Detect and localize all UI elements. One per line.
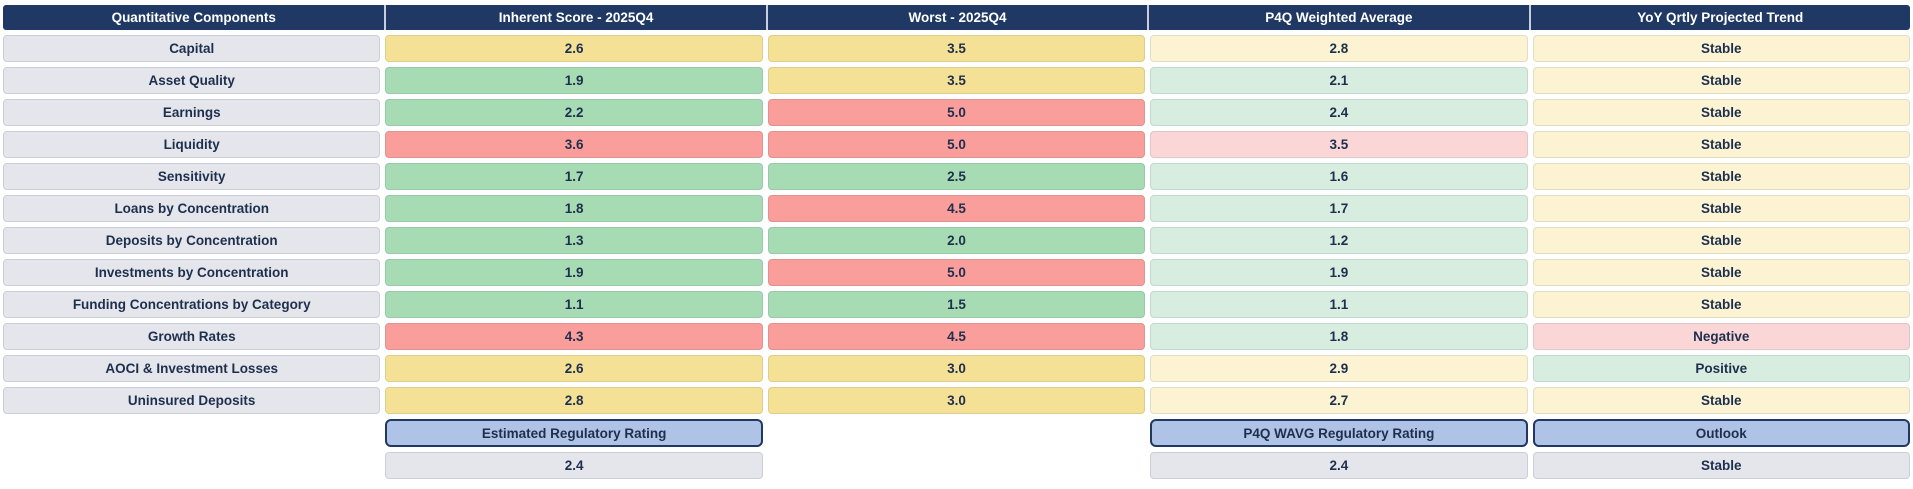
worst-score-cell: 5.0 [767, 259, 1146, 286]
trend-cell: Stable [1532, 163, 1910, 190]
component-label: Earnings [3, 99, 381, 126]
worst-score-cell: 3.5 [767, 35, 1146, 62]
inherent-score-cell: 2.6 [385, 355, 763, 382]
p4q-weighted-average-cell: 2.4 [1150, 99, 1528, 126]
component-label: Sensitivity [3, 163, 381, 190]
trend-cell: Stable [1532, 35, 1910, 62]
worst-score-cell: 5.0 [767, 131, 1146, 158]
inherent-score-cell: 1.7 [385, 163, 763, 190]
worst-score-cell: 2.5 [767, 163, 1146, 190]
worst-score-cell: 1.5 [767, 291, 1146, 318]
p4q-weighted-average-cell: 1.6 [1150, 163, 1528, 190]
component-label: Liquidity [3, 131, 381, 158]
p4q-weighted-average-cell: 3.5 [1150, 131, 1528, 158]
inherent-score-cell: 1.8 [385, 195, 763, 222]
component-label: Deposits by Concentration [3, 227, 381, 254]
trend-cell: Negative [1532, 323, 1910, 350]
p4q-weighted-average-cell: 1.7 [1150, 195, 1528, 222]
worst-score-cell: 3.0 [767, 387, 1146, 414]
estimated-regulatory-rating-button[interactable]: Estimated Regulatory Rating [385, 419, 763, 447]
worst-score-cell: 4.5 [767, 323, 1146, 350]
p4q-weighted-average-cell: 1.1 [1150, 291, 1528, 318]
p4q-weighted-average-cell: 1.2 [1150, 227, 1528, 254]
component-label: Asset Quality [3, 67, 381, 94]
p4q-weighted-average-cell: 2.7 [1150, 387, 1528, 414]
estimated-regulatory-rating-value: 2.4 [385, 452, 763, 479]
column-header: YoY Qrtly Projected Trend [1528, 5, 1910, 30]
component-label: Uninsured Deposits [3, 387, 381, 414]
worst-score-cell: 2.0 [767, 227, 1146, 254]
component-label: Growth Rates [3, 323, 381, 350]
column-header: Quantitative Components [111, 10, 276, 25]
p4q-wavg-regulatory-rating-value: 2.4 [1150, 452, 1528, 479]
outlook-button[interactable]: Outlook [1532, 419, 1910, 447]
trend-cell: Stable [1532, 387, 1910, 414]
p4q-weighted-average-cell: 2.8 [1150, 35, 1528, 62]
p4q-weighted-average-cell: 2.1 [1150, 67, 1528, 94]
component-label: Capital [3, 35, 381, 62]
inherent-score-cell: 4.3 [385, 323, 763, 350]
inherent-score-cell: 1.9 [385, 67, 763, 94]
worst-score-cell: 5.0 [767, 99, 1146, 126]
trend-cell: Stable [1532, 195, 1910, 222]
trend-cell: Positive [1532, 355, 1910, 382]
p4q-weighted-average-cell: 1.8 [1150, 323, 1528, 350]
table-header-row: Quantitative Components Inherent Score - … [3, 5, 1910, 30]
worst-score-cell: 3.0 [767, 355, 1146, 382]
component-label: AOCI & Investment Losses [3, 355, 381, 382]
inherent-score-cell: 2.8 [385, 387, 763, 414]
component-label: Loans by Concentration [3, 195, 381, 222]
column-header: Inherent Score - 2025Q4 [384, 5, 765, 30]
column-header: P4Q Weighted Average [1147, 5, 1528, 30]
trend-cell: Stable [1532, 99, 1910, 126]
trend-cell: Stable [1532, 227, 1910, 254]
p4q-wavg-regulatory-rating-button[interactable]: P4Q WAVG Regulatory Rating [1150, 419, 1528, 447]
trend-cell: Stable [1532, 291, 1910, 318]
inherent-score-cell: 2.2 [385, 99, 763, 126]
worst-score-cell: 3.5 [767, 67, 1146, 94]
p4q-weighted-average-cell: 2.9 [1150, 355, 1528, 382]
worst-score-cell: 4.5 [767, 195, 1146, 222]
inherent-score-cell: 1.3 [385, 227, 763, 254]
trend-cell: Stable [1532, 131, 1910, 158]
column-header: Worst - 2025Q4 [765, 5, 1147, 30]
component-label: Funding Concentrations by Category [3, 291, 381, 318]
inherent-score-cell: 2.6 [385, 35, 763, 62]
outlook-value: Stable [1532, 452, 1910, 479]
inherent-score-cell: 1.9 [385, 259, 763, 286]
p4q-weighted-average-cell: 1.9 [1150, 259, 1528, 286]
trend-cell: Stable [1532, 259, 1910, 286]
quantitative-components-table: Quantitative Components Inherent Score - … [3, 5, 1910, 479]
trend-cell: Stable [1532, 67, 1910, 94]
component-label: Investments by Concentration [3, 259, 381, 286]
inherent-score-cell: 1.1 [385, 291, 763, 318]
inherent-score-cell: 3.6 [385, 131, 763, 158]
